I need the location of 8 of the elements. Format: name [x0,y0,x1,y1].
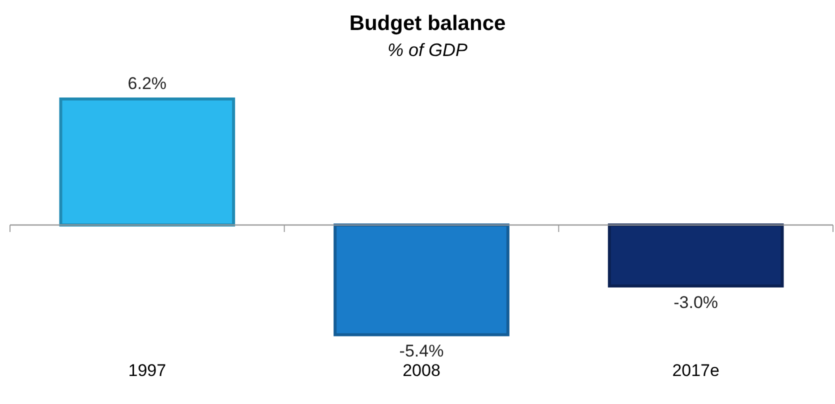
x-tick-label: 2017e [672,361,720,380]
data-label: -5.4% [399,342,444,361]
data-label: 6.2% [128,74,167,93]
chart-subtitle: % of GDP [387,40,468,60]
x-tick-label: 1997 [128,361,166,380]
data-label: -3.0% [674,292,718,312]
chart-title: Budget balance [349,12,506,35]
x-tick-label: 2008 [402,361,440,380]
